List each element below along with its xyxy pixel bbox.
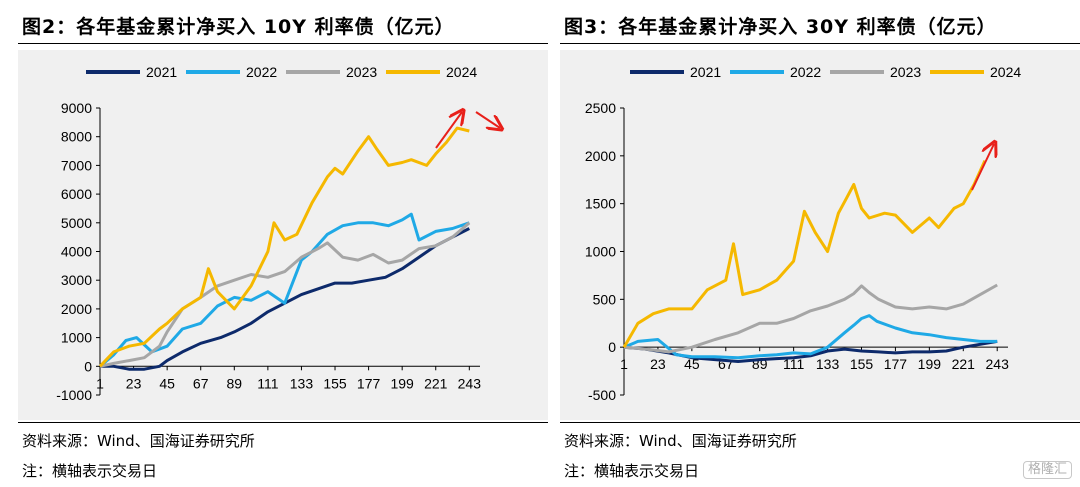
x-tick-label: 199 bbox=[918, 356, 942, 372]
top-rule bbox=[18, 43, 548, 44]
y-tick-label: 1000 bbox=[585, 244, 616, 260]
x-tick-label: 199 bbox=[390, 375, 414, 391]
x-tick-label: 23 bbox=[126, 375, 142, 391]
legend-label-2021: 2021 bbox=[690, 64, 721, 80]
x-tick-label: 243 bbox=[986, 356, 1010, 372]
axis-note: 注：横轴表示交易日 bbox=[22, 462, 158, 480]
y-tick-label: -1000 bbox=[56, 387, 92, 403]
y-tick-label: 500 bbox=[593, 291, 617, 307]
figure-panel-10y: 图2：各年基金累计净买入 10Y 利率债（亿元） -1000 0 1000 2000 3… bbox=[18, 0, 548, 487]
axis-note: 注：横轴表示交易日 bbox=[564, 462, 700, 480]
trend-arrow bbox=[435, 112, 462, 149]
series-line-2023 bbox=[623, 283, 998, 354]
figure-title: 图3：各年基金累计净买入 30Y 利率债（亿元） bbox=[564, 16, 997, 38]
line-chart-10y: -1000 0 1000 2000 3000 4000 5000 6000 7000 8000 90… bbox=[56, 64, 548, 403]
figure-panel-30y: 图3：各年基金累计净买入 30Y 利率债（亿元） -500 0 500 1000 150… bbox=[560, 0, 1080, 487]
y-tick-label: 2500 bbox=[585, 100, 616, 116]
y-tick-label: 9000 bbox=[61, 100, 92, 116]
x-tick-label: 67 bbox=[193, 375, 209, 391]
y-tick-label: 1000 bbox=[61, 330, 92, 346]
y-tick-label: 3000 bbox=[61, 272, 92, 288]
y-tick-label: 7000 bbox=[61, 157, 92, 173]
y-tick-label: -500 bbox=[588, 387, 616, 403]
legend-label-2024: 2024 bbox=[446, 64, 477, 80]
x-tick-label: 89 bbox=[227, 375, 243, 391]
y-tick-label: 2000 bbox=[585, 148, 616, 164]
x-tick-label: 177 bbox=[357, 375, 381, 391]
legend-label-2021: 2021 bbox=[146, 64, 177, 80]
series-line-2023 bbox=[99, 221, 471, 368]
source-note: 资料来源：Wind、国海证券研究所 bbox=[564, 432, 797, 450]
chart-background bbox=[560, 50, 1080, 420]
y-tick-label: 2000 bbox=[61, 301, 92, 317]
trend-arrow bbox=[971, 144, 994, 191]
legend-label-2024: 2024 bbox=[990, 64, 1021, 80]
y-tick-label: 4000 bbox=[61, 244, 92, 260]
x-tick-label: 177 bbox=[884, 356, 908, 372]
x-tick-label: 23 bbox=[650, 356, 666, 372]
series-line-2022 bbox=[623, 314, 998, 360]
y-tick-label: 0 bbox=[84, 358, 92, 374]
x-tick-label: 133 bbox=[816, 356, 840, 372]
x-tick-label: 1 bbox=[96, 375, 104, 391]
x-tick-label: 155 bbox=[850, 356, 874, 372]
series-line-2024 bbox=[622, 159, 987, 348]
y-tick-label: 0 bbox=[608, 339, 616, 355]
figure-title: 图2：各年基金累计净买入 10Y 利率债（亿元） bbox=[22, 16, 455, 38]
series-line-2024 bbox=[98, 126, 470, 368]
x-tick-label: 111 bbox=[783, 356, 804, 372]
x-tick-label: 133 bbox=[290, 375, 314, 391]
x-tick-label: 243 bbox=[458, 375, 482, 391]
legend-label-2022: 2022 bbox=[246, 64, 277, 80]
y-tick-label: 8000 bbox=[61, 129, 92, 145]
bottom-rule bbox=[18, 422, 548, 423]
watermark-logo: 格隆汇 bbox=[1022, 461, 1072, 479]
source-note: 资料来源：Wind、国海证券研究所 bbox=[22, 432, 255, 450]
y-tick-label: 1500 bbox=[585, 196, 616, 212]
x-tick-label: 221 bbox=[952, 356, 976, 372]
series-line-2022 bbox=[99, 212, 470, 368]
x-tick-label: 221 bbox=[424, 375, 448, 391]
y-tick-label: 6000 bbox=[61, 186, 92, 202]
x-tick-label: 45 bbox=[684, 356, 700, 372]
series-line-2021 bbox=[100, 227, 470, 371]
x-tick-label: 111 bbox=[257, 375, 278, 391]
x-tick-label: 45 bbox=[159, 375, 175, 391]
top-rule bbox=[560, 43, 1080, 44]
trend-arrow bbox=[475, 111, 500, 128]
legend-label-2023: 2023 bbox=[890, 64, 921, 80]
y-tick-label: 5000 bbox=[61, 215, 92, 231]
series-line-2021 bbox=[623, 339, 998, 363]
x-tick-label: 155 bbox=[323, 375, 347, 391]
legend-label-2023: 2023 bbox=[346, 64, 377, 80]
legend-label-2022: 2022 bbox=[790, 64, 821, 80]
x-tick-label: 1 bbox=[620, 356, 628, 372]
bottom-rule bbox=[560, 422, 1080, 423]
